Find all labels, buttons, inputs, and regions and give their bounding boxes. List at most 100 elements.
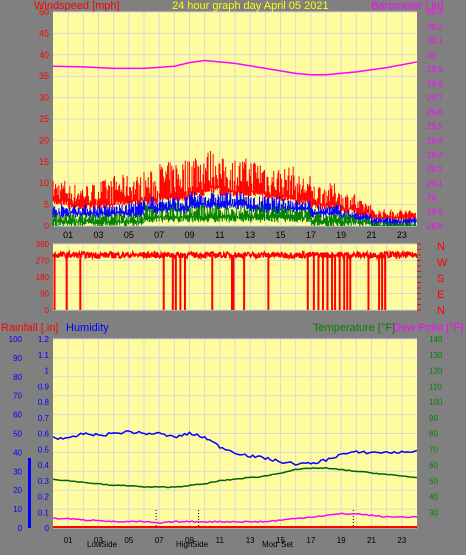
windspeed-tick-label: 20 [39,135,49,145]
x-tick-label: 21 [367,536,376,545]
rainfall-tick-label: 1.1 [38,351,50,360]
rainfall-tick-label: 0 [45,524,50,533]
dewpoint-axis-title: Dew Point [°F] [393,322,463,334]
humidity-tick-label: 50 [13,430,22,439]
rainfall-tick-label: 0.9 [38,382,50,391]
barometer-tick-label: 28.9 [427,208,443,217]
x-tick-label: 09 [184,230,194,240]
rainfall-tick-label: 0.6 [38,430,50,439]
temperature-tick-label: 120 [429,367,443,376]
temperature-tick-label: 140 [429,335,443,344]
rainfall-tick-label: 1.2 [38,335,50,344]
barometer-tick-label: 29.8 [427,79,443,88]
x-tick-label: 13 [246,536,255,545]
barometer-tick-label: 29.1 [427,179,443,188]
windspeed-tick-label: 30 [39,93,49,103]
rainfall-tick-label: 0.5 [38,445,50,454]
windspeed-tick-label: 15 [39,157,49,167]
barometer-tick-label: 29.6 [427,108,443,117]
axis-fill-bar [28,458,31,528]
humidity-tick-label: 60 [13,411,22,420]
rainfall-tick-label: 0.8 [38,398,50,407]
dewpoint-line [52,512,418,525]
x-tick-label: 17 [306,230,316,240]
compass-n-bottom: N [437,305,445,317]
direction-tick-label: 90 [40,290,49,299]
humidity-tick-label: 70 [13,392,22,401]
windspeed-tick-label: 45 [39,28,49,38]
windspeed-tick-label: 50 [39,7,49,17]
temperature-tick-label: 70 [429,445,438,454]
wind-direction-line [52,249,418,262]
rainfall-tick-label: 0.1 [38,508,50,517]
rainfall-tick-label: 1 [45,367,50,376]
barometer-tick-label: 29 [427,193,436,202]
rainfall-tick-label: 0.2 [38,493,50,502]
x-tick-label: 17 [306,536,315,545]
chart-title: 24 hour graph day April 05 2021 [172,0,329,12]
x-tick-label: 13 [245,230,255,240]
x-tick-label: 07 [155,536,164,545]
rainfall-tick-label: 0.3 [38,477,50,486]
barometer-line [52,59,418,76]
direction-axes: 0 90 180 270 360 [36,240,421,315]
windspeed-tick-label: 5 [44,200,49,210]
barometer-tick-label: 29.2 [427,165,443,174]
x-tick-label: 21 [366,230,376,240]
top-axes: 0510152025303540455028.828.92929.129.229… [39,7,443,240]
direction-tick-label: 270 [36,257,50,266]
event-label-mod: Mod [262,540,278,549]
bottom-series [52,430,418,528]
temperature-axis-title: Temperature [°F] [313,322,395,334]
temperature-tick-label: 110 [429,382,442,391]
compass-e: E [437,289,444,301]
x-tick-label: 15 [276,536,285,545]
temperature-tick-label: 60 [429,461,438,470]
barometer-tick-label: 30.1 [427,37,443,46]
humidity-tick-label: 30 [13,467,22,476]
humidity-tick-label: 0 [18,524,23,533]
x-tick-label: 19 [336,230,346,240]
temperature-tick-label: 40 [429,493,438,502]
barometer-tick-label: 29.4 [427,136,443,145]
humidity-tick-label: 20 [13,486,22,495]
compass-n-top: N [437,241,445,253]
x-tick-label: 07 [154,230,164,240]
barometer-tick-label: 29.5 [427,122,443,131]
temperature-tick-label: 100 [429,398,443,407]
humidity-line [52,430,418,466]
event-label-side-1: Side [101,540,118,549]
humidity-axis-title: Humidity [66,322,109,334]
event-label-set: Set [281,540,294,549]
event-label-side-2: Side [192,540,209,549]
x-tick-label: 23 [397,230,407,240]
humidity-tick-label: 10 [13,505,22,514]
windspeed-tick-label: 40 [39,50,49,60]
rainfall-tick-label: 0.7 [38,414,50,423]
humidity-tick-label: 40 [13,448,22,457]
direction-tick-label: 180 [36,273,50,282]
x-tick-label: 19 [337,536,346,545]
x-tick-label: 11 [215,230,224,240]
x-tick-label: 09 [185,536,194,545]
windspeed-tick-label: 0 [44,221,49,231]
windspeed-tick-label: 25 [39,114,49,124]
windspeed-tick-label: 35 [39,71,49,81]
temperature-tick-label: 50 [429,477,438,486]
temperature-tick-label: 80 [429,430,438,439]
windspeed-tick-label: 10 [39,178,49,188]
x-tick-label: 23 [397,536,406,545]
series-low [52,204,417,226]
x-tick-label: 03 [93,230,103,240]
barometer-tick-label: 29.3 [427,151,443,160]
temperature-tick-label: 30 [429,508,438,517]
barometer-tick-label: 30.2 [427,22,443,31]
event-label-high: High [176,540,192,549]
temperature-line [52,466,418,489]
x-tick-label: 11 [216,536,225,545]
x-tick-label: 01 [63,230,73,240]
humidity-tick-label: 90 [13,354,22,363]
bottom-grid [53,338,417,529]
